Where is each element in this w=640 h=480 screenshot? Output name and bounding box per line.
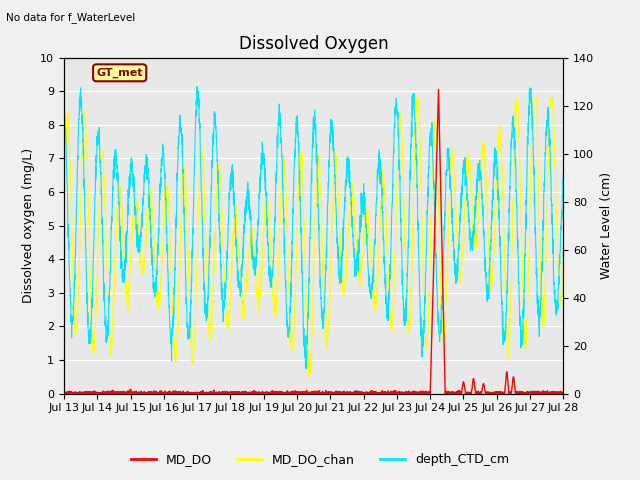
Y-axis label: Water Level (cm): Water Level (cm) bbox=[600, 172, 612, 279]
Title: Dissolved Oxygen: Dissolved Oxygen bbox=[239, 35, 388, 53]
Legend: MD_DO, MD_DO_chan, depth_CTD_cm: MD_DO, MD_DO_chan, depth_CTD_cm bbox=[126, 448, 514, 471]
Text: GT_met: GT_met bbox=[97, 68, 143, 78]
Y-axis label: Dissolved oxygen (mg/L): Dissolved oxygen (mg/L) bbox=[22, 148, 35, 303]
Text: No data for f_WaterLevel: No data for f_WaterLevel bbox=[6, 12, 136, 23]
